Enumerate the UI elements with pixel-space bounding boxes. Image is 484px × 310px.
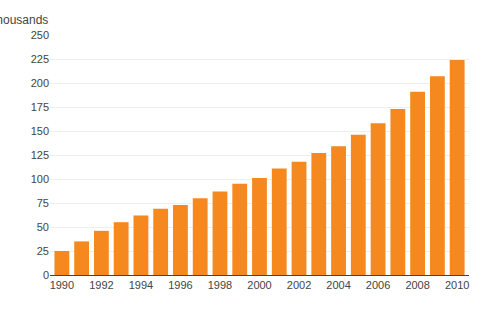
svg-text:0: 0 [43,269,49,281]
svg-text:Thousands: Thousands [0,13,48,27]
svg-text:1992: 1992 [89,279,113,291]
svg-text:25: 25 [37,245,49,257]
svg-text:1996: 1996 [168,279,192,291]
svg-text:200: 200 [31,77,49,89]
svg-text:250: 250 [31,29,49,41]
svg-text:2004: 2004 [326,279,350,291]
svg-text:75: 75 [37,197,49,209]
svg-text:1994: 1994 [129,279,153,291]
svg-text:100: 100 [31,173,49,185]
svg-text:125: 125 [31,149,49,161]
svg-text:175: 175 [31,101,49,113]
svg-text:2010: 2010 [445,279,469,291]
svg-text:1990: 1990 [50,279,74,291]
svg-text:1998: 1998 [208,279,232,291]
svg-text:2008: 2008 [405,279,429,291]
svg-text:2000: 2000 [247,279,271,291]
svg-text:150: 150 [31,125,49,137]
svg-text:50: 50 [37,221,49,233]
svg-text:2006: 2006 [366,279,390,291]
svg-text:2002: 2002 [287,279,311,291]
svg-text:225: 225 [31,53,49,65]
